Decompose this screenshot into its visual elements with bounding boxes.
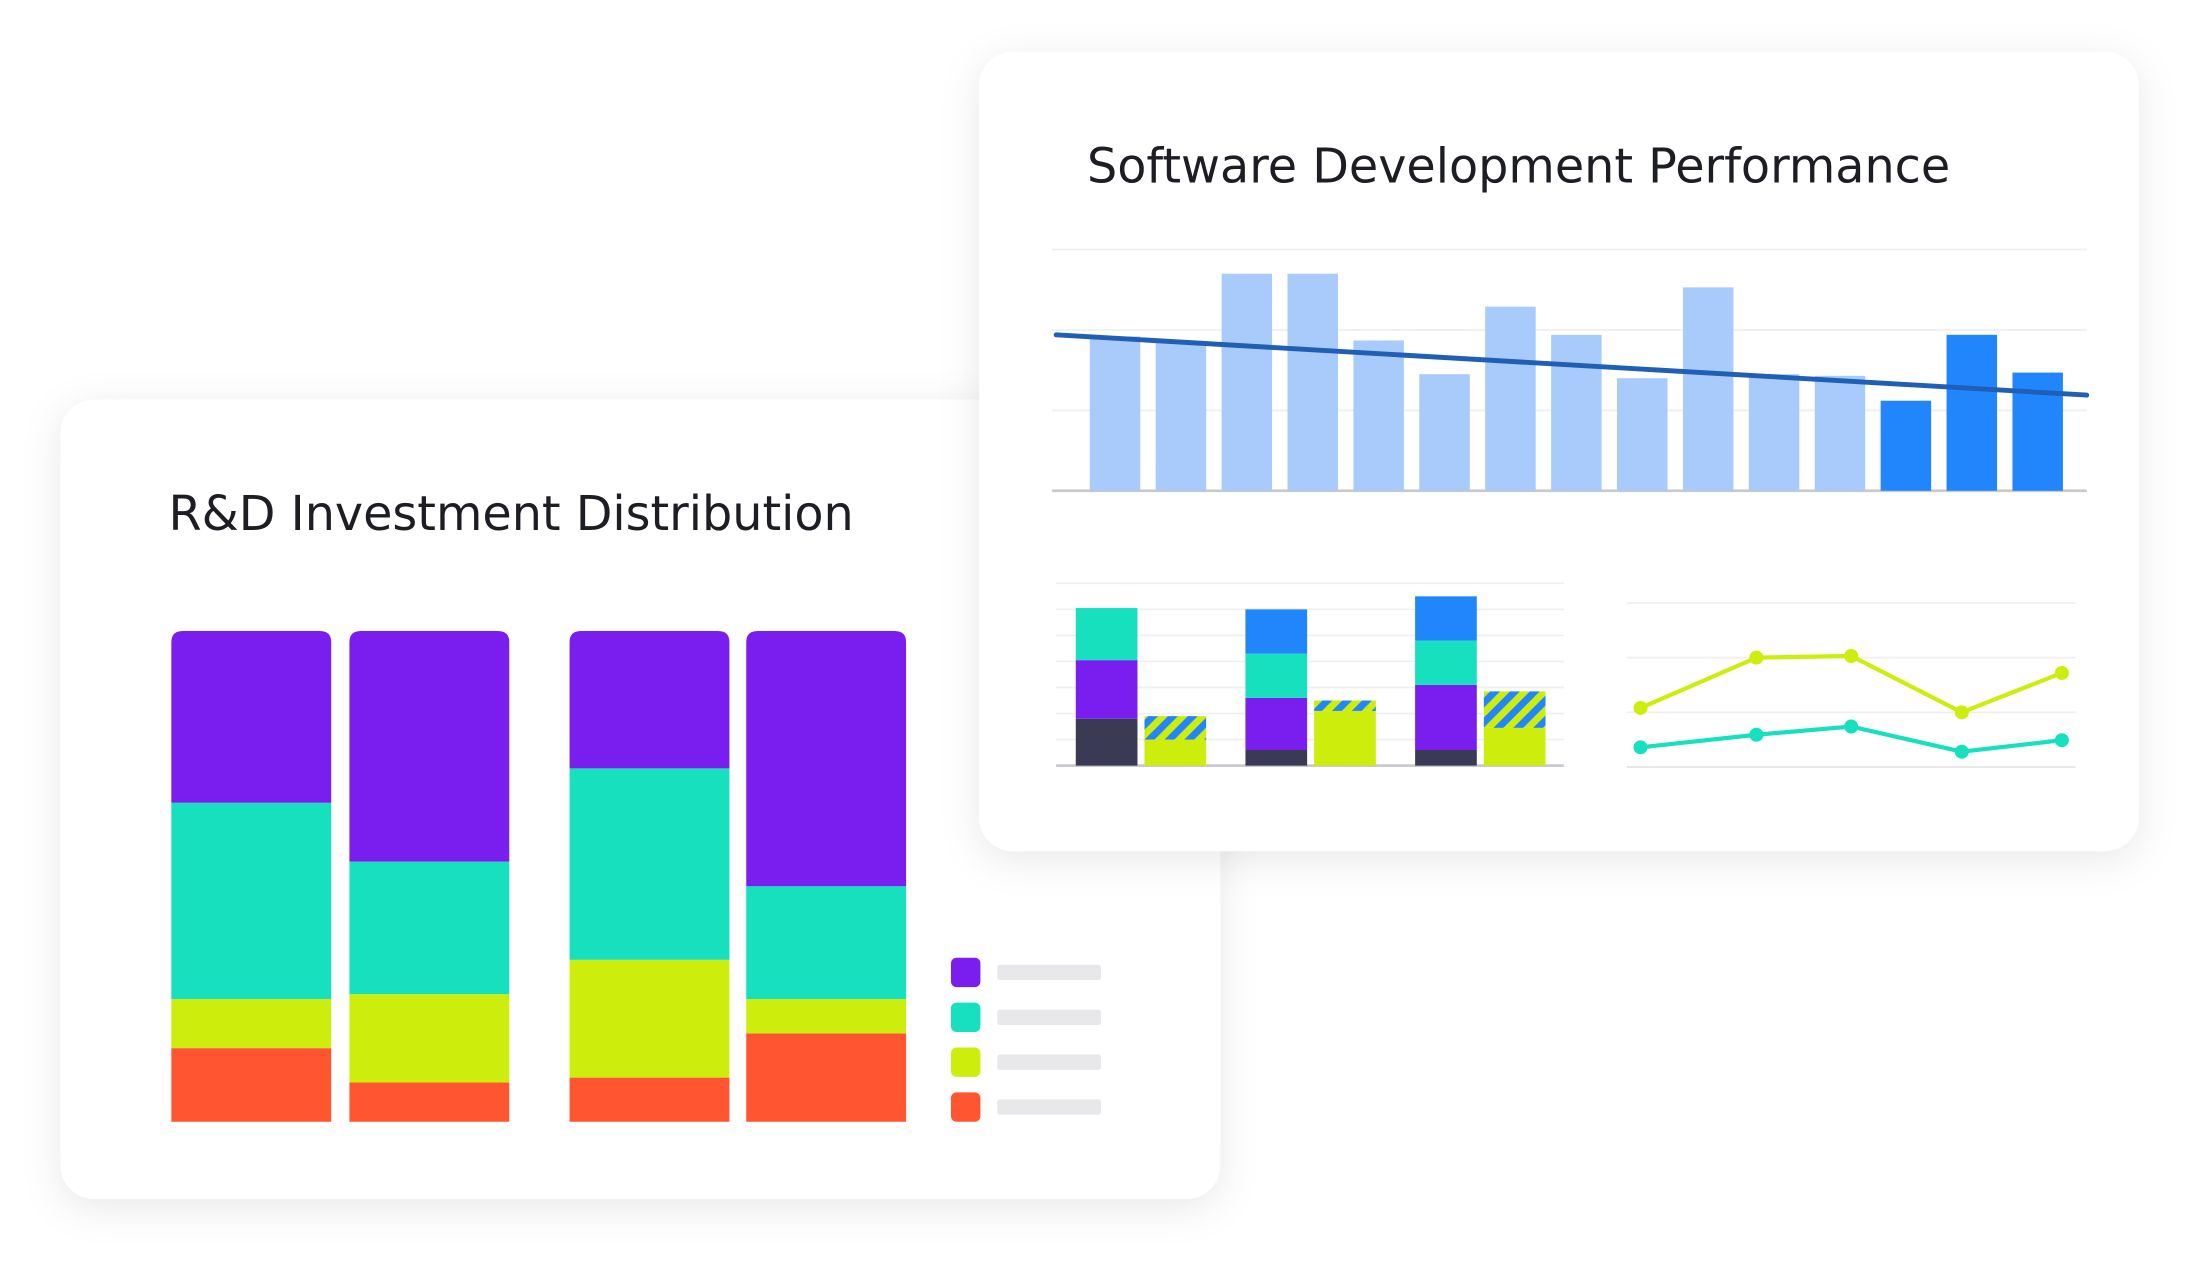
legend-swatch [950,957,981,988]
bar-segment [1075,660,1138,719]
bar-segment [569,959,730,1078]
bar-segment [1245,653,1308,698]
legend-placeholder [997,1009,1102,1026]
bar-segment [569,631,730,769]
legend-swatch [950,1047,981,1077]
bar-segment [1245,609,1308,654]
bar-segment [171,802,332,1000]
bar [1287,273,1338,491]
marker [1633,740,1648,755]
bar-segment [349,631,510,862]
legend-placeholder [997,964,1102,981]
bar-segment [746,886,907,1000]
bar-segment [1415,596,1477,641]
legend-placeholder [997,1054,1102,1070]
chart-title: Software Development Performance [1087,139,1950,194]
marker [1633,700,1648,715]
bar-chart [1051,248,2090,493]
marker [1749,727,1764,742]
stacked-bar-chart [171,631,1102,1122]
bar-segment [569,1077,730,1122]
bar-segment [349,1082,510,1122]
line-chart [1626,602,2076,768]
bar-segment [1314,700,1376,711]
bar [1221,273,1273,491]
bar [1617,378,1668,491]
legend-swatch [950,1092,981,1122]
bar-segment [569,768,730,960]
marker [2054,665,2069,680]
bar [1880,400,1932,491]
bar [1551,334,1602,491]
bar-segment [1245,697,1308,750]
grouped-bar-chart [1056,582,1564,768]
bar-segment [1075,718,1138,766]
bar-segment [171,999,332,1049]
bar [1682,287,1734,491]
marker [1749,650,1764,665]
bar-segment [349,994,510,1083]
bar [1485,306,1536,491]
bar-segment [746,1033,907,1122]
bar-segment [1314,710,1376,766]
bar [1155,342,1207,491]
legend-swatch [950,1002,981,1033]
bar-segment [349,861,510,995]
marker [1844,719,1859,734]
marker [2054,733,2069,748]
bar [1353,340,1404,491]
bar [1089,336,1141,491]
bar-segment [1415,684,1477,750]
marker [1954,705,1969,720]
marker [1954,744,1969,759]
bar [1946,334,1998,491]
bar [1419,374,1470,491]
bar-segment [171,1048,332,1122]
legend-placeholder [997,1099,1102,1115]
trend-line [1053,332,2090,398]
bar-segment [1245,749,1308,766]
bar-segment [1415,640,1477,685]
marker [1844,648,1859,664]
bar-segment [1415,749,1477,766]
bar [1814,375,1866,491]
bar-segment [1483,691,1546,728]
bar-segment [1483,727,1546,766]
bar-segment [1075,608,1138,661]
bar [1748,374,1800,491]
bar-segment [1144,739,1207,766]
bar-segment [746,999,907,1034]
bar-segment [746,631,907,887]
chart-title: R&D Investment Distribution [169,487,854,542]
bar-segment [1144,716,1207,740]
bar-segment [171,631,332,803]
